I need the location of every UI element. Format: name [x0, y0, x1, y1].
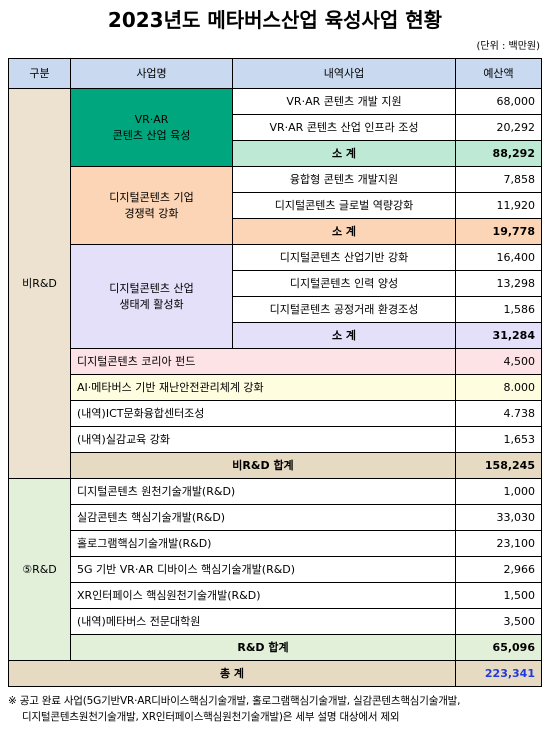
budget-value: 1,000	[455, 478, 542, 505]
project-name: XR인터페이스 핵심원천기술개발(R&D)	[70, 582, 456, 609]
project-name: (내역)실감교육 강화	[70, 426, 456, 453]
grand-total-row: 총 계 223,341	[8, 660, 542, 687]
budget-value: 23,100	[455, 530, 542, 557]
non-rd-total-label: 비R&D 합계	[70, 452, 456, 479]
budget-value: 68,000	[455, 88, 542, 115]
project-name-line: 경쟁력 강화	[124, 206, 179, 220]
table-row: 디지털콘텐츠 산업 생태계 활성화 디지털콘텐츠 산업기반 강화 16,400	[9, 244, 542, 349]
budget-value: 3,500	[455, 608, 542, 635]
budget-value: 8.000	[455, 374, 542, 401]
table-row: (내역)메타버스 전문대학원 3,500	[9, 608, 542, 635]
table-row: 5G 기반 VR·AR 디바이스 핵심기술개발(R&D) 2,966	[9, 556, 542, 583]
sub-project-name: VR·AR 콘텐츠 산업 인프라 조성	[232, 114, 456, 141]
project-digital-content-ecosystem: 디지털콘텐츠 산업 생태계 활성화	[70, 244, 233, 349]
unit-label: (단위 : 백만원)	[476, 41, 540, 52]
sub-project-name: 디지털콘텐츠 글로벌 역량강화	[232, 192, 456, 219]
non-rd-total-row: 비R&D 합계 158,245	[9, 452, 542, 479]
project-name: 홀로그램핵심기술개발(R&D)	[70, 530, 456, 557]
table-row: 비R&D VR·AR 콘텐츠 산업 육성 VR·AR 콘텐츠 개발 지원 68,…	[8, 88, 542, 479]
budget-value: 4.738	[455, 400, 542, 427]
table-row: (내역)실감교육 강화 1,653	[9, 426, 542, 453]
table-row: 디지털콘텐츠 기업 경쟁력 강화 융합형 콘텐츠 개발지원 7,858	[9, 166, 542, 245]
table-container: 구분 사업명 내역사업 예산액 비R&D VR·AR 콘텐츠 산업 육성 VR·…	[8, 58, 542, 725]
project-name: 실감콘텐츠 핵심기술개발(R&D)	[70, 504, 456, 531]
category-non-rd: 비R&D	[8, 88, 71, 479]
budget-table: 구분 사업명 내역사업 예산액 비R&D VR·AR 콘텐츠 산업 육성 VR·…	[8, 58, 542, 687]
footnote-line: 디지털콘텐츠원천기술개발, XR인터페이스핵심원천기술개발)은 세부 설명 대상…	[22, 711, 400, 723]
sub-project-name: 디지털콘텐츠 산업기반 강화	[232, 244, 456, 271]
project-digital-content-competitiveness: 디지털콘텐츠 기업 경쟁력 강화	[70, 166, 233, 245]
table-row: (내역)ICT문화융합센터조성 4.738	[9, 400, 542, 427]
subtotal-row: 소 계 31,284	[9, 322, 542, 349]
subtotal-row: 소 계 88,292	[9, 140, 542, 167]
header-project: 사업명	[70, 58, 233, 89]
table-row: 디지털콘텐츠 인력 양성 13,298	[9, 270, 542, 297]
project-name-line: 생태계 활성화	[119, 297, 184, 311]
sub-project-name: 융합형 콘텐츠 개발지원	[232, 166, 456, 193]
header-row: 구분 사업명 내역사업 예산액	[8, 58, 542, 89]
subtotal-row: 소 계 19,778	[9, 218, 542, 245]
table-row: 디지털콘텐츠 공정거래 환경조성 1,586	[9, 296, 542, 323]
project-vr-ar-content: VR·AR 콘텐츠 산업 육성	[70, 88, 233, 167]
grand-total-label: 총 계	[8, 660, 456, 687]
table-row: 디지털콘텐츠 글로벌 역량강화 11,920	[9, 192, 542, 219]
project-name: 디지털콘텐츠 원천기술개발(R&D)	[70, 478, 456, 505]
project-name: AI·메타버스 기반 재난안전관리체계 강화	[70, 374, 456, 401]
project-name-line: 콘텐츠 산업 육성	[112, 128, 191, 142]
budget-value: 11,920	[455, 192, 542, 219]
project-name-line: 디지털콘텐츠 산업	[109, 281, 194, 295]
footnote: ※ 공고 완료 사업(5G기반VR·AR디바이스핵심기술개발, 홀로그램핵심기술…	[8, 693, 541, 725]
table-row: ⑤R&D 디지털콘텐츠 원천기술개발(R&D) 1,000	[8, 478, 542, 661]
budget-value: 1,653	[455, 426, 542, 453]
budget-value: 13,298	[455, 270, 542, 297]
sub-project-name: 디지털콘텐츠 인력 양성	[232, 270, 456, 297]
project-name-line: 디지털콘텐츠 기업	[109, 190, 194, 204]
table-row: VR·AR 콘텐츠 산업 인프라 조성 20,292	[9, 114, 542, 141]
subtotal-label: 소 계	[232, 140, 456, 167]
budget-value: 33,030	[455, 504, 542, 531]
project-name: 디지털콘텐츠 코리아 펀드	[70, 348, 456, 375]
budget-value: 16,400	[455, 244, 542, 271]
budget-value: 20,292	[455, 114, 542, 141]
budget-value: 4,500	[455, 348, 542, 375]
project-name: (내역)ICT문화융합센터조성	[70, 400, 456, 427]
project-name: 5G 기반 VR·AR 디바이스 핵심기술개발(R&D)	[70, 556, 456, 583]
subtotal-value: 19,778	[455, 218, 542, 245]
table-row: 홀로그램핵심기술개발(R&D) 23,100	[9, 530, 542, 557]
budget-value: 7,858	[455, 166, 542, 193]
header-sub-project: 내역사업	[232, 58, 456, 89]
subtotal-label: 소 계	[232, 218, 456, 245]
page-title: 2023년도 메타버스산업 육성사업 현황	[107, 8, 443, 32]
subtotal-label: 소 계	[232, 322, 456, 349]
project-name: (내역)메타버스 전문대학원	[70, 608, 456, 635]
project-name-line: VR·AR	[134, 112, 169, 126]
footnote-line: ※ 공고 완료 사업(5G기반VR·AR디바이스핵심기술개발, 홀로그램핵심기술…	[8, 695, 461, 707]
header-category: 구분	[8, 58, 71, 89]
table-row: AI·메타버스 기반 재난안전관리체계 강화 8.000	[9, 374, 542, 401]
rd-total-value: 65,096	[455, 634, 542, 661]
header-budget: 예산액	[455, 58, 542, 89]
budget-value: 2,966	[455, 556, 542, 583]
subtotal-value: 31,284	[455, 322, 542, 349]
sub-project-name: 디지털콘텐츠 공정거래 환경조성	[232, 296, 456, 323]
table-row: 디지털콘텐츠 코리아 펀드 4,500	[9, 348, 542, 375]
non-rd-total-value: 158,245	[455, 452, 542, 479]
sub-project-name: VR·AR 콘텐츠 개발 지원	[232, 88, 456, 115]
grand-total-value: 223,341	[455, 660, 542, 687]
budget-value: 1,586	[455, 296, 542, 323]
table-row: XR인터페이스 핵심원천기술개발(R&D) 1,500	[9, 582, 542, 609]
table-row: 실감콘텐츠 핵심기술개발(R&D) 33,030	[9, 504, 542, 531]
subtotal-value: 88,292	[455, 140, 542, 167]
rd-total-row: R&D 합계 65,096	[9, 634, 542, 661]
budget-value: 1,500	[455, 582, 542, 609]
rd-total-label: R&D 합계	[70, 634, 456, 661]
category-rd: ⑤R&D	[8, 478, 71, 661]
